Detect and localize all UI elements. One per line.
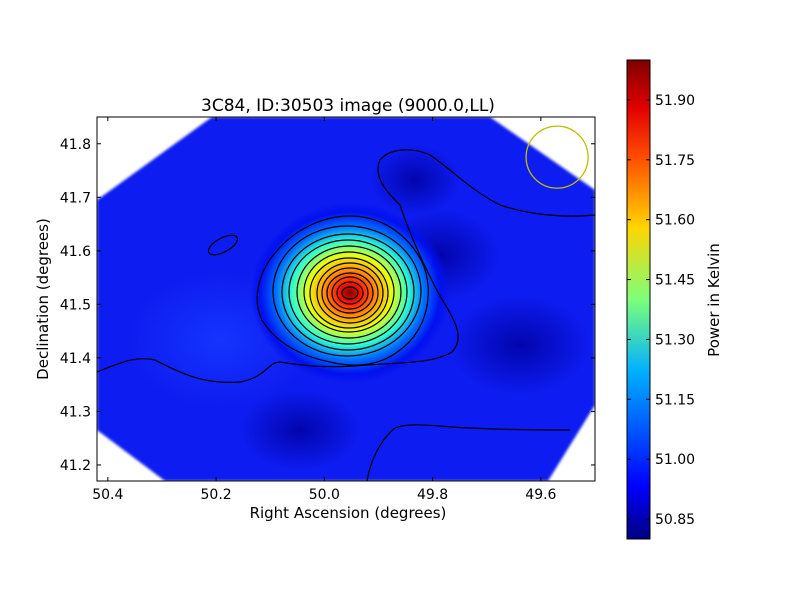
y-tick-label: 41.6: [60, 244, 91, 260]
colorbar-tick-label: 51.90: [655, 93, 695, 109]
contours: [97, 149, 595, 481]
contour-line: [303, 251, 395, 333]
faint-region: [450, 295, 590, 395]
contour-line: [321, 267, 379, 319]
colorbar: [626, 59, 651, 540]
x-tick-label: 49.8: [417, 487, 448, 503]
x-tick-label: 50.0: [309, 487, 340, 503]
x-axis-label: Right Ascension (degrees): [250, 504, 447, 522]
contour-line: [207, 234, 239, 256]
colorbar-tick-label: 51.60: [655, 213, 695, 229]
contour-line: [296, 245, 402, 339]
contour-line: [272, 225, 422, 357]
contour-line: [336, 281, 364, 305]
plot-area: [97, 117, 595, 481]
colorbar-tick-label: 51.15: [655, 392, 695, 408]
contour-line: [331, 276, 369, 310]
contour-line: [341, 286, 359, 300]
contour-line: [288, 239, 408, 345]
x-tick-label: 50.2: [201, 487, 232, 503]
y-axis: 41.2 41.3 41.4 41.5 41.6 41.7 41.8: [60, 137, 595, 474]
colorbar-tick-label: 50.85: [655, 512, 695, 528]
plot-frame: [96, 116, 596, 482]
contour-line: [316, 262, 384, 324]
contour-line: [281, 233, 415, 351]
x-tick-label: 49.6: [525, 487, 556, 503]
x-axis: 50.4 50.2 50.0 49.8 49.6: [92, 117, 557, 503]
beam-circle: [525, 125, 589, 189]
colorbar-tick-label: 51.45: [655, 273, 695, 289]
faint-region: [370, 145, 460, 215]
colorbar-label: Power in Kelvin: [705, 243, 723, 357]
faint-region: [240, 390, 360, 470]
colorbar-tick-label: 51.75: [655, 153, 695, 169]
x-tick-label: 50.4: [92, 487, 123, 503]
y-tick-label: 41.4: [60, 351, 91, 367]
y-tick-label: 41.3: [60, 404, 91, 420]
y-tick-label: 41.8: [60, 137, 91, 153]
colorbar-tick-label: 51.00: [655, 452, 695, 468]
contour-line: [309, 257, 389, 329]
contour-line: [256, 215, 429, 366]
contour-line: [366, 424, 571, 481]
y-axis-label: Declination (degrees): [34, 218, 52, 380]
contour-line: [97, 149, 595, 383]
contour-line: [326, 272, 374, 314]
source-peak: [250, 203, 450, 383]
colorbar-axis: 50.85 51.00 51.15 51.30 51.45 51.60 51.75 51.90: [627, 93, 695, 528]
colorbar-tick-label: 51.30: [655, 332, 695, 348]
chart-title: 3C84, ID:30503 image (9000.0,LL): [201, 96, 495, 116]
y-tick-label: 41.2: [60, 458, 91, 474]
y-tick-label: 41.7: [60, 190, 91, 206]
y-tick-label: 41.5: [60, 297, 91, 313]
